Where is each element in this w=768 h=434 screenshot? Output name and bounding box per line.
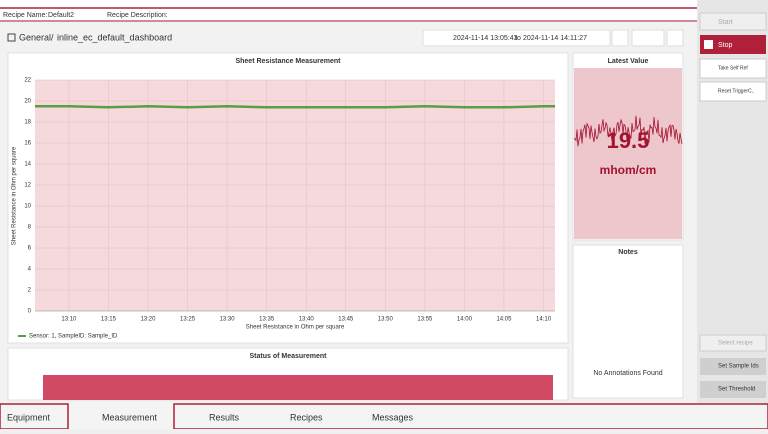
x-tick-label: 14:05 <box>496 317 512 323</box>
y-tick-label: 16 <box>24 141 31 147</box>
tab[interactable]: Recipes <box>290 412 323 422</box>
y-tick-label: 4 <box>28 267 32 273</box>
card-title: Status of Measurement <box>249 353 327 360</box>
button-label: Take Self Ref <box>718 65 748 71</box>
y-tick-label: 12 <box>24 183 31 189</box>
time-to: 2024-11-14 14:11:27 <box>523 35 587 42</box>
latest-value: 19.5 <box>607 128 650 153</box>
sample-ids-button[interactable] <box>700 358 766 375</box>
y-tick-label: 2 <box>28 288 32 294</box>
time-from: 2024-11-14 13:05:43 <box>453 35 518 42</box>
latest-unit: mhom/cm <box>600 163 657 177</box>
tv-button[interactable] <box>666 29 684 47</box>
time-sep: to <box>515 35 521 42</box>
chart-title[interactable]: Sheet Resistance Measurement <box>235 58 341 65</box>
y-tick-label: 18 <box>24 120 31 126</box>
button-label: Set Sample Ids <box>718 364 759 370</box>
button-label: Start <box>718 19 733 26</box>
tab[interactable]: Equipment <box>7 412 51 422</box>
status-bar <box>43 375 553 400</box>
grid-icon <box>7 33 16 42</box>
card-title: Latest Value <box>608 58 649 65</box>
y-tick-label: 8 <box>28 225 32 231</box>
start-button[interactable] <box>699 12 767 31</box>
notes-card <box>572 244 684 399</box>
latest-bg <box>574 68 682 239</box>
x-tick-label: 13:45 <box>338 317 354 323</box>
button-label: Reset TriggerC.. <box>718 88 754 94</box>
tab[interactable]: Measurement <box>102 412 158 422</box>
button-label: Select recipe <box>718 341 753 347</box>
x-tick-label: 13:10 <box>61 317 77 323</box>
select-recipe-button[interactable] <box>699 334 767 352</box>
threshold-button[interactable] <box>700 381 766 398</box>
x-tick-label: 13:15 <box>101 317 117 323</box>
y-tick-label: 0 <box>28 309 32 315</box>
button-label: Stop <box>718 42 733 49</box>
tab[interactable]: Results <box>209 412 240 422</box>
x-tick-label: 13:40 <box>299 317 315 323</box>
notes-empty: No Annotations Found <box>593 370 662 377</box>
y-tick-label: 10 <box>24 204 31 210</box>
x-tick-label: 13:30 <box>220 317 236 323</box>
x-tick-label: 14:10 <box>536 317 552 323</box>
stop-icon <box>704 40 713 49</box>
self-ref-button[interactable] <box>699 58 767 79</box>
x-axis-label: Sheet Resistance in Ohm per square <box>246 325 345 331</box>
series-line <box>35 105 555 109</box>
zoom-button[interactable] <box>611 29 629 47</box>
x-tick-label: 14:00 <box>457 317 473 323</box>
label: Recipe Description: <box>107 12 168 19</box>
sparkline <box>573 115 683 147</box>
y-tick-label: 6 <box>28 246 32 252</box>
breadcrumb: inline_ec_default_dashboard <box>57 32 172 42</box>
x-tick-label: 13:20 <box>140 317 156 323</box>
x-tick-label: 13:35 <box>259 317 275 323</box>
time-picker[interactable] <box>422 29 611 47</box>
y-tick-label: 22 <box>24 78 31 84</box>
tab[interactable]: Messages <box>372 412 414 422</box>
x-tick-label: 13:50 <box>378 317 394 323</box>
x-tick-label: 13:25 <box>180 317 196 323</box>
value: Default2 <box>48 12 74 19</box>
plot: 0 2 4 6 8 10 12 14 16 18 20 22 13:10 13:15 13:20 13:25 1… <box>18 78 555 340</box>
stop-button[interactable] <box>700 35 766 54</box>
header-bar <box>0 0 697 20</box>
legend-label: Sensor: 1, SampleID: Sample_ID <box>29 334 118 340</box>
button-label: Set Threshold <box>718 387 755 393</box>
y-tick-label: 14 <box>24 162 31 168</box>
y-axis-label: Sheet Resistance in Ohm per square <box>12 146 18 245</box>
reset-trigger-button[interactable] <box>699 81 767 102</box>
y-tick-label: 20 <box>24 99 31 105</box>
card-title: Notes <box>618 249 638 256</box>
refresh-button[interactable] <box>631 29 665 47</box>
breadcrumb-sep: / <box>51 32 54 42</box>
breadcrumb[interactable]: General <box>19 32 51 42</box>
plot-bg <box>35 80 555 311</box>
tab-bar <box>0 403 768 429</box>
label: Recipe Name: <box>3 12 47 19</box>
x-tick-label: 13:55 <box>417 317 433 323</box>
